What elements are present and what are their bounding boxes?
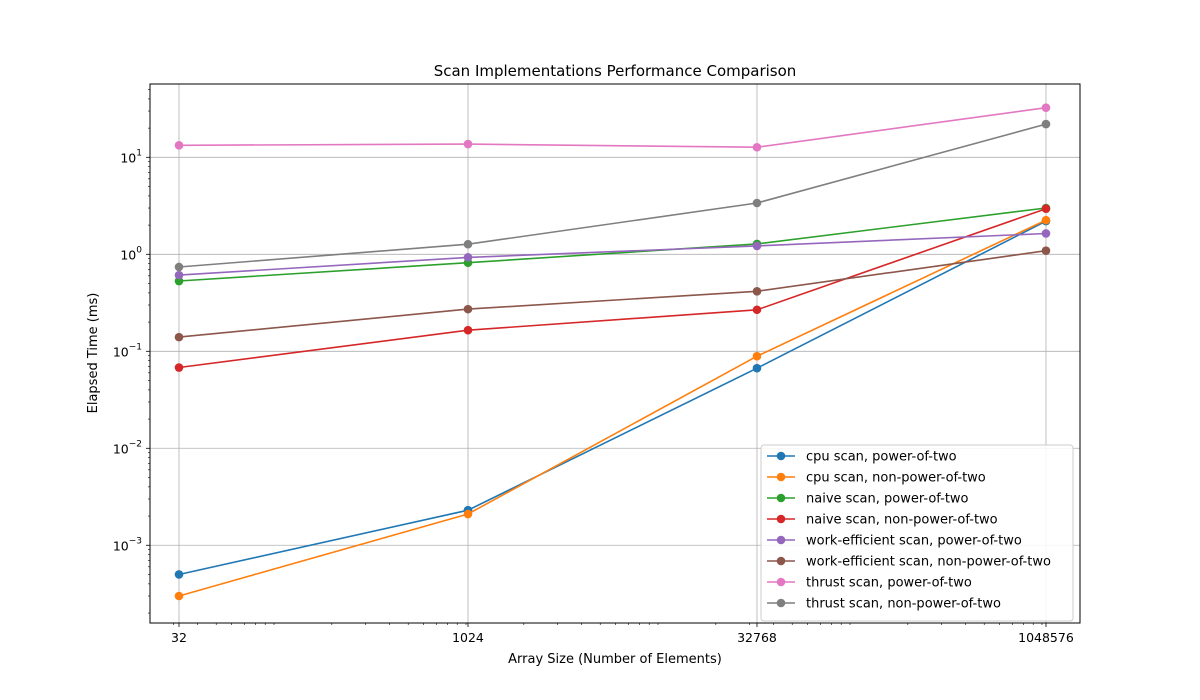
data-point — [752, 305, 762, 315]
data-point — [752, 198, 762, 208]
data-point — [463, 509, 473, 519]
data-point — [463, 253, 473, 262]
y-tick-label: 101 — [120, 148, 142, 165]
series-line — [178, 220, 1047, 576]
series — [174, 215, 1051, 601]
legend-box — [760, 444, 1074, 622]
data-point — [174, 270, 184, 280]
data-point — [174, 141, 184, 150]
data-point — [174, 262, 184, 272]
series — [174, 204, 1051, 372]
data-point — [174, 332, 184, 342]
series-layer — [174, 103, 1051, 601]
data-point — [1041, 204, 1051, 214]
legend-marker — [776, 535, 786, 545]
data-point — [1041, 119, 1051, 129]
legend-marker — [776, 493, 786, 503]
series-line — [178, 219, 1047, 597]
data-point — [174, 591, 184, 601]
y-tick-label: 10−2 — [113, 439, 142, 456]
chart-title: Scan Implementations Performance Compari… — [434, 62, 797, 80]
data-point — [752, 142, 762, 152]
legend-marker — [776, 472, 786, 482]
y-tick-label: 10−1 — [113, 342, 142, 359]
legend-marker — [776, 556, 786, 566]
data-point — [752, 363, 762, 373]
x-tick-label: 32768 — [737, 630, 777, 645]
legend-label: cpu scan, power-of-two — [806, 450, 957, 465]
legend-label: thrust scan, power-of-two — [806, 576, 972, 591]
data-point — [752, 351, 762, 361]
data-point — [1041, 229, 1051, 238]
data-point — [1041, 215, 1051, 225]
y-tick-label: 100 — [120, 245, 142, 262]
y-tick-label: 10−3 — [113, 536, 142, 553]
legend-label: naive scan, power-of-two — [806, 492, 969, 507]
data-point — [1041, 103, 1051, 112]
series-line — [178, 106, 1047, 149]
y-axis-label: Elapsed Time (ms) — [86, 293, 101, 414]
series-line — [178, 207, 1047, 282]
data-point — [463, 325, 473, 335]
data-point — [463, 139, 473, 149]
series — [174, 119, 1051, 272]
legend-label: naive scan, non-power-of-two — [806, 513, 998, 528]
plot-area: 32 1024 32768 1048576 10−3 10−2 10−1 100 101 — [113, 83, 1081, 645]
series-line — [178, 232, 1047, 276]
data-point — [174, 276, 184, 286]
series — [174, 229, 1051, 280]
legend-label: cpu scan, non-power-of-two — [806, 471, 986, 486]
x-axis-label: Array Size (Number of Elements) — [508, 652, 722, 667]
data-point — [463, 304, 473, 314]
data-point — [174, 570, 184, 579]
data-point — [752, 241, 762, 251]
series-line — [178, 123, 1047, 268]
x-tick-label: 32 — [171, 630, 187, 645]
legend-label: work-efficient scan, non-power-of-two — [806, 555, 1051, 570]
data-point — [463, 239, 473, 249]
data-point — [174, 363, 184, 372]
legend: cpu scan, power-of-two cpu scan, non-powe… — [760, 444, 1074, 622]
legend-label: work-efficient scan, power-of-two — [806, 534, 1022, 549]
legend-marker — [776, 514, 786, 524]
legend-marker — [776, 598, 786, 608]
series-line — [178, 207, 1047, 369]
x-tick-label: 1048576 — [1018, 630, 1074, 645]
x-tick-label: 1024 — [452, 630, 484, 645]
legend-label: thrust scan, non-power-of-two — [806, 597, 1001, 612]
series-line — [178, 249, 1047, 338]
data-point — [752, 287, 762, 296]
series — [174, 246, 1051, 342]
legend-marker — [776, 451, 786, 461]
axis-ticks: 32 1024 32768 1048576 10−3 10−2 10−1 100 101 — [113, 89, 1074, 645]
plot-frame — [149, 83, 1081, 624]
series — [174, 103, 1051, 152]
legend-marker — [776, 577, 786, 587]
data-point — [1041, 246, 1051, 255]
